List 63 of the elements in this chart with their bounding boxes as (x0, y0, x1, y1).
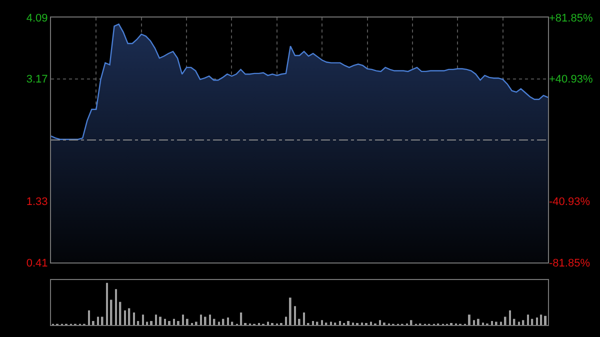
bar (227, 318, 229, 326)
bar (142, 314, 144, 326)
bar (504, 316, 506, 326)
bar (325, 322, 328, 326)
bar (312, 320, 314, 326)
bar (289, 298, 292, 326)
bar (347, 320, 350, 326)
bar (303, 312, 305, 326)
bar (137, 320, 140, 326)
bar (294, 306, 296, 326)
bar (352, 322, 354, 326)
bar (164, 318, 166, 326)
bar (361, 322, 363, 326)
bar (200, 314, 202, 326)
bar (495, 322, 498, 326)
bar (106, 282, 108, 326)
bar (173, 318, 175, 326)
bar (339, 320, 341, 326)
y-tick-label: 0.41 (26, 257, 48, 270)
bar (209, 314, 211, 326)
bar (468, 314, 470, 326)
bar (321, 320, 323, 326)
bar (195, 322, 198, 326)
bar (298, 318, 300, 326)
bar (159, 316, 162, 326)
bar (473, 320, 475, 326)
bar (128, 308, 130, 326)
bar (522, 320, 524, 326)
bar (150, 320, 153, 326)
bar (509, 310, 511, 326)
bar (383, 322, 386, 326)
bar (133, 312, 135, 326)
bar (536, 318, 538, 326)
bar (379, 320, 381, 326)
bar (97, 316, 99, 326)
bar (155, 314, 157, 326)
bar (115, 289, 117, 326)
y2-tick-label: -40.93% (549, 196, 590, 208)
bar (544, 316, 547, 326)
bar (527, 314, 529, 326)
bar (240, 312, 242, 326)
bar (101, 316, 104, 326)
bar (124, 310, 126, 326)
bar (88, 310, 90, 326)
bar (285, 316, 287, 326)
bar (168, 320, 170, 326)
y2-tick-label: +40.93% (549, 74, 593, 86)
bar (334, 322, 336, 326)
bar (186, 318, 188, 326)
bar (177, 320, 180, 326)
bar (477, 318, 480, 326)
bar (540, 314, 542, 326)
y-tick-label: 3.17 (26, 74, 48, 86)
bar (182, 314, 184, 326)
bar (482, 322, 484, 326)
y-tick-label: 1.33 (26, 196, 48, 208)
y2-tick-label: +81.85% (549, 12, 593, 24)
bar (119, 302, 122, 326)
y-tick-label: 4.09 (26, 12, 48, 24)
y2-tick-label: -81.85% (549, 257, 590, 270)
bar (204, 316, 206, 326)
bar (491, 320, 493, 326)
bar (92, 320, 94, 326)
